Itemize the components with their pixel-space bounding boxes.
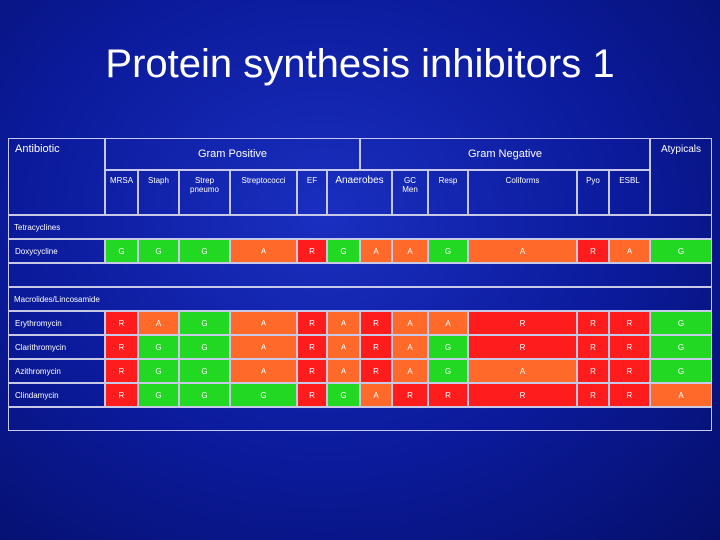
value-cell: R [609,383,650,407]
value-cell: A [327,335,360,359]
value-cell: A [428,311,468,335]
value-cell: R [577,239,609,263]
value-cell: G [327,239,360,263]
value-cell: A [138,311,179,335]
value-cell: G [650,359,712,383]
header-cell: Atypicals [650,138,712,215]
value-cell: R [105,383,138,407]
value-cell: R [297,359,327,383]
header-cell: Gram Negative [360,138,650,170]
spacer-row [8,407,712,431]
value-cell: G [179,383,230,407]
value-cell: G [138,383,179,407]
value-cell: A [392,239,428,263]
value-cell: A [230,335,297,359]
value-cell: R [468,335,577,359]
value-cell: R [297,239,327,263]
section-label: Tetracyclines [14,222,61,232]
section-row [8,287,712,311]
value-cell: G [179,335,230,359]
value-cell: R [468,383,577,407]
value-cell: R [468,311,577,335]
value-cell: R [428,383,468,407]
value-cell: A [468,239,577,263]
value-cell: G [650,239,712,263]
value-cell: R [392,383,428,407]
value-cell: R [360,311,392,335]
subheader-cell: Coliforms [468,170,577,215]
subheader-cell: Streptococci [230,170,297,215]
value-cell: A [392,359,428,383]
subheader-cell: MRSA [105,170,138,215]
value-cell: G [650,335,712,359]
subheader-cell: Staph [138,170,179,215]
value-cell: G [327,383,360,407]
subheader-cell: ESBL [609,170,650,215]
value-cell: R [105,335,138,359]
section-label: Macrolides/Lincosamide [14,294,100,304]
value-cell: R [297,311,327,335]
value-cell: G [179,359,230,383]
subheader-cell: GC Men [392,170,428,215]
value-cell: G [428,335,468,359]
row-label: Azithromycin [8,359,105,383]
value-cell: A [468,359,577,383]
subheader-cell: Strep pneumo [179,170,230,215]
subheader-cell: Resp [428,170,468,215]
row-label: Erythromycin [8,311,105,335]
value-cell: A [327,359,360,383]
value-cell: G [650,311,712,335]
value-cell: A [650,383,712,407]
subheader-cell: Pyo [577,170,609,215]
value-cell: R [360,359,392,383]
value-cell: R [577,359,609,383]
value-cell: G [138,239,179,263]
section-row [8,215,712,239]
value-cell: A [392,335,428,359]
value-cell: G [105,239,138,263]
value-cell: G [179,239,230,263]
value-cell: R [577,311,609,335]
subheader-cell: Anaerobes [327,170,392,215]
value-cell: G [138,335,179,359]
header-cell: Gram Positive [105,138,360,170]
value-cell: A [230,311,297,335]
value-cell: R [105,359,138,383]
value-cell: R [360,335,392,359]
row-label: Doxycycline [8,239,105,263]
value-cell: R [609,359,650,383]
value-cell: A [609,239,650,263]
value-cell: A [230,239,297,263]
value-cell: A [392,311,428,335]
value-cell: G [138,359,179,383]
value-cell: R [577,383,609,407]
value-cell: R [577,335,609,359]
spacer-row [8,263,712,287]
subheader-cell: EF [297,170,327,215]
value-cell: R [609,335,650,359]
value-cell: G [428,239,468,263]
value-cell: A [360,239,392,263]
value-cell: A [327,311,360,335]
value-cell: R [609,311,650,335]
value-cell: G [428,359,468,383]
value-cell: R [297,335,327,359]
value-cell: G [230,383,297,407]
value-cell: A [360,383,392,407]
row-label: Clindamycin [8,383,105,407]
row-label: Clarithromycin [8,335,105,359]
slide-title: Protein synthesis inhibitors 1 [105,42,615,86]
header-cell: Antibiotic [8,138,105,215]
value-cell: R [297,383,327,407]
value-cell: R [105,311,138,335]
value-cell: A [230,359,297,383]
value-cell: G [179,311,230,335]
